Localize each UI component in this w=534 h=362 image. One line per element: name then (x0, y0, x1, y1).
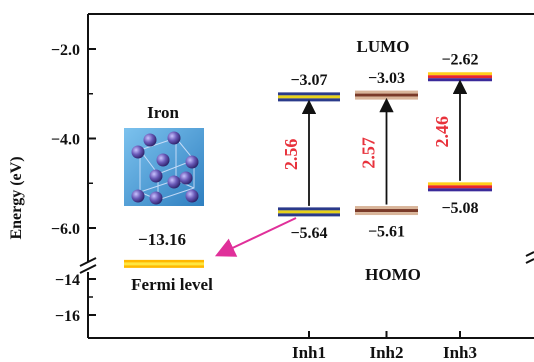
y-ticks: −2.0 −4.0 −6.0 −14 −16 (51, 42, 96, 325)
iron-atom (167, 175, 181, 189)
iron-atom (149, 191, 163, 205)
homo-level-inh2-stripe (355, 209, 418, 213)
lumo-level-inh3-stripe (428, 75, 492, 79)
lumo-level-inh3-stripe (428, 72, 492, 76)
lumo-label: LUMO (357, 37, 410, 56)
lumo-level-inh1 (278, 92, 340, 102)
fermi-level-stripe (124, 262, 204, 266)
lumo-level-inh2-stripe (355, 96, 418, 100)
homo-label: HOMO (365, 265, 421, 284)
iron-atom (179, 171, 193, 185)
iron-atom (149, 169, 163, 183)
homo-level-inh2 (355, 206, 418, 216)
iron-atom (156, 153, 170, 167)
lumo-level-inh2-stripe (355, 90, 418, 94)
gap-value: 2.56 (281, 139, 301, 171)
x-category-label: Inh2 (369, 343, 403, 362)
homo-level-inh1-stripe (278, 207, 340, 211)
iron-atom (185, 155, 199, 169)
iron-atom (131, 145, 145, 159)
lumo-level-inh1-stripe (278, 95, 340, 99)
y-tick-label: −6.0 (51, 221, 80, 238)
homo-value: −5.08 (441, 200, 478, 217)
y-axis-label: Energy (eV) (8, 156, 25, 239)
iron-atoms (131, 131, 199, 205)
lumo-level-inh3-stripe (428, 78, 492, 82)
fermi-level-bar (124, 259, 204, 268)
fermi-pink-arrow (214, 217, 297, 257)
lumo-level-inh2-stripe (355, 93, 418, 97)
homo-value: −5.64 (290, 225, 327, 242)
x-category-label: Inh3 (443, 343, 477, 362)
lumo-level-inh3 (428, 72, 492, 82)
axis-break-left (79, 257, 97, 274)
lumo-value: −3.03 (368, 70, 405, 87)
gap-value: 2.46 (432, 116, 452, 148)
lumo-value: −2.62 (441, 52, 478, 69)
x-categories: Inh1 Inh2 Inh3 (292, 331, 477, 362)
homo-level-inh2-stripe (355, 212, 418, 216)
homo-level-inh3-stripe (428, 188, 492, 192)
iron-atom (167, 131, 181, 145)
lumo-value: −3.07 (290, 72, 327, 89)
homo-level-inh3-stripe (428, 182, 492, 186)
fermi-value: −13.16 (138, 230, 186, 249)
homo-level-inh3-stripe (428, 185, 492, 189)
lumo-level-inh2 (355, 90, 418, 100)
axis-break-right (525, 251, 534, 264)
lumo-level-inh1-stripe (278, 98, 340, 102)
y-tick-label: −16 (55, 308, 80, 325)
lumo-level-inh1-stripe (278, 92, 340, 96)
y-tick-label: −2.0 (51, 42, 80, 59)
homo-level-inh2-stripe (355, 206, 418, 210)
gap-value: 2.57 (359, 137, 379, 169)
iron-atom (143, 133, 157, 147)
homo-level-inh1-stripe (278, 213, 340, 217)
y-tick-label: −4.0 (51, 132, 80, 149)
x-category-label: Inh1 (292, 343, 326, 362)
homo-level-inh1-stripe (278, 210, 340, 214)
energy-levels: −3.07 −5.64 2.56 −3.03 −5.61 2.57 −2.62 −5.08 2.… (124, 52, 492, 268)
homo-level-inh3 (428, 182, 492, 192)
iron-label: Iron (147, 103, 179, 122)
iron-crystal (124, 128, 204, 206)
homo-value: −5.61 (368, 224, 405, 241)
iron-atom (131, 189, 145, 203)
fermi-label: Fermi level (131, 275, 213, 294)
iron-atom (185, 189, 199, 203)
homo-level-inh1 (278, 207, 340, 217)
y-tick-label: −14 (55, 272, 80, 289)
